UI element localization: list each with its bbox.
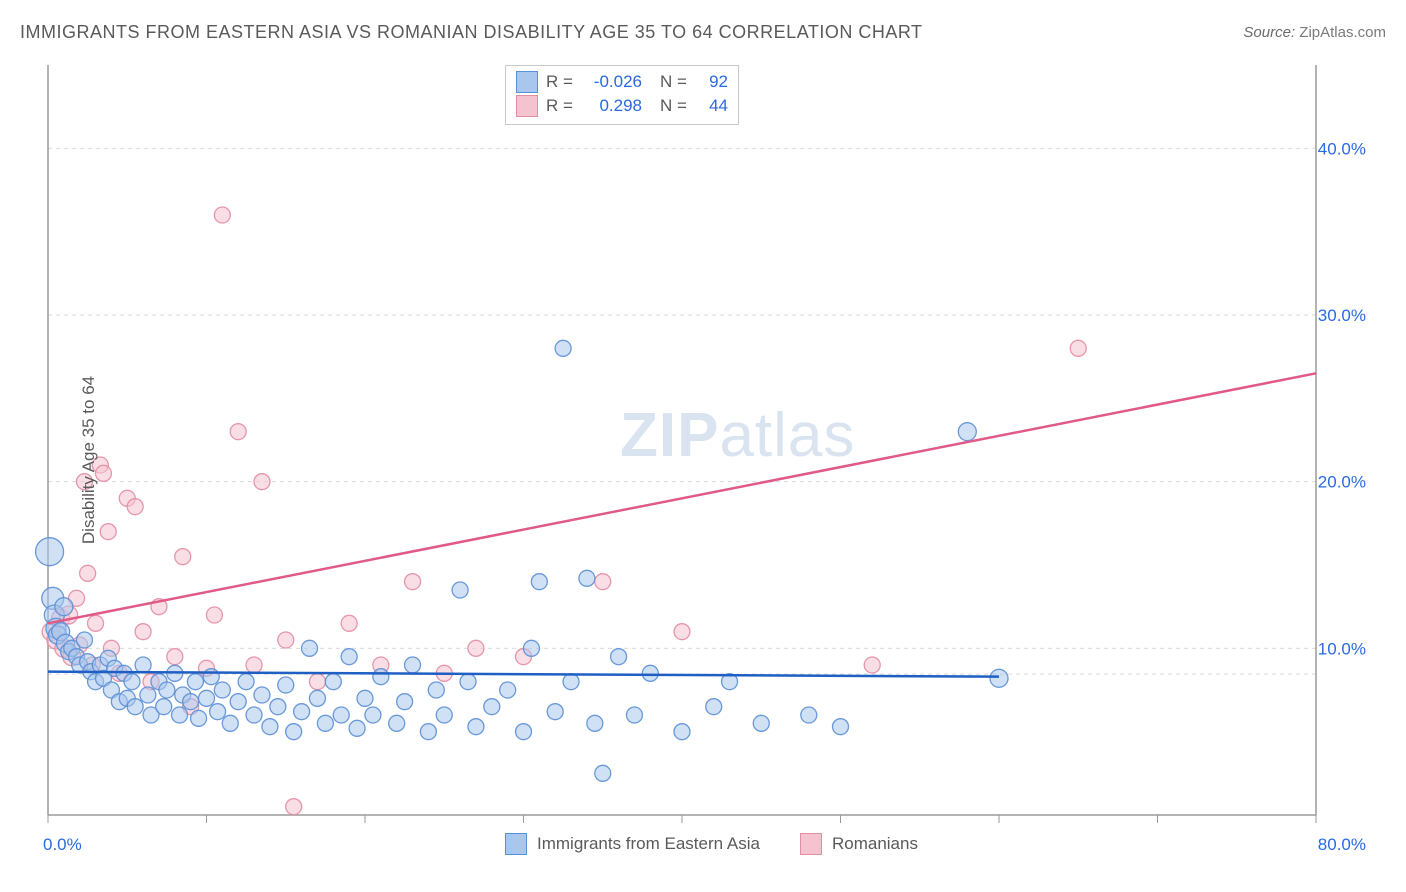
- chart-title: IMMIGRANTS FROM EASTERN ASIA VS ROMANIAN…: [20, 22, 923, 43]
- legend-label-pink: Romanians: [832, 834, 918, 854]
- source-value: ZipAtlas.com: [1299, 24, 1386, 41]
- x-tick-min: 0.0%: [43, 835, 82, 854]
- x-tick-max: 80.0%: [1318, 835, 1366, 854]
- scatter-chart: 10.0% 20.0% 30.0% 40.0% 0.0% 80.0%: [0, 55, 1406, 865]
- source-attribution: Source: ZipAtlas.com: [1243, 24, 1386, 41]
- chart-container: Disability Age 35 to 64 10.0% 20.0% 30.0% 4…: [0, 55, 1406, 865]
- legend-swatch-blue: [505, 833, 527, 855]
- legend-label-blue: Immigrants from Eastern Asia: [537, 834, 760, 854]
- series-legend: Immigrants from Eastern Asia Romanians: [505, 833, 918, 855]
- source-label: Source:: [1243, 24, 1295, 41]
- correlation-legend: R =-0.026N =92R =0.298N =44: [505, 65, 739, 125]
- y-tick-label: 30.0%: [1318, 306, 1366, 325]
- y-tick-label: 20.0%: [1318, 473, 1366, 492]
- y-tick-label: 10.0%: [1318, 639, 1366, 658]
- y-axis-label: Disability Age 35 to 64: [79, 376, 99, 544]
- y-tick-label: 40.0%: [1318, 139, 1366, 158]
- legend-swatch-pink: [800, 833, 822, 855]
